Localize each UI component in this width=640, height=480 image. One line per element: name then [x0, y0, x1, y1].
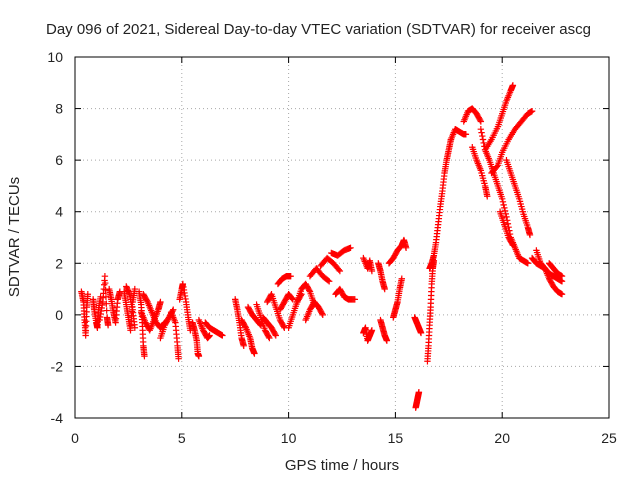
- data-point: [319, 311, 326, 319]
- data-point: [402, 244, 410, 252]
- y-axis-label: SDTVAR / TECUs: [6, 177, 23, 297]
- data-point: [206, 332, 213, 339]
- y-tick-label: 8: [55, 101, 63, 117]
- data-point: [104, 321, 112, 329]
- data-point: [351, 296, 359, 303]
- x-tick-label: 25: [601, 430, 617, 446]
- data-point: [501, 207, 509, 215]
- data-point: [368, 267, 376, 275]
- x-axis-label: GPS time / hours: [285, 457, 399, 474]
- chart-title: Day 096 of 2021, Sidereal Day-to-day VTE…: [46, 21, 591, 38]
- data-point: [288, 295, 296, 302]
- data-point: [477, 118, 485, 125]
- data-point: [324, 277, 332, 284]
- data-point: [347, 244, 354, 252]
- data-point: [287, 272, 294, 280]
- data-point: [415, 389, 423, 396]
- data-point: [325, 278, 333, 285]
- data-point: [241, 323, 249, 330]
- data-point: [84, 291, 92, 298]
- data-point: [477, 126, 485, 133]
- data-point: [478, 129, 485, 136]
- data-point: [102, 286, 109, 294]
- y-tick-label: 4: [55, 204, 63, 220]
- data-point: [504, 220, 512, 227]
- data-point: [131, 324, 139, 331]
- data-point: [508, 240, 516, 248]
- x-axis-ticks: 0 5 10 15 20 25: [71, 57, 617, 446]
- data-point: [493, 163, 501, 170]
- x-tick-label: 10: [281, 430, 297, 446]
- data-point: [528, 107, 536, 115]
- data-point: [524, 260, 532, 267]
- data-point: [271, 330, 279, 338]
- data-point: [318, 310, 326, 317]
- data-point: [558, 291, 566, 298]
- x-tick-label: 0: [71, 430, 79, 446]
- data-point: [479, 132, 486, 140]
- data-point: [368, 327, 376, 334]
- data-point: [417, 329, 425, 337]
- x-tick-label: 5: [178, 430, 186, 446]
- data-point: [503, 213, 510, 221]
- data-point: [141, 352, 148, 360]
- y-tick-label: 6: [55, 152, 63, 168]
- x-tick-label: 20: [494, 430, 510, 446]
- data-point: [398, 275, 406, 282]
- data-point: [509, 82, 517, 89]
- data-point: [219, 332, 226, 339]
- data-point: [383, 337, 391, 344]
- y-tick-label: 2: [55, 255, 63, 271]
- data-point: [102, 293, 110, 301]
- data-point: [381, 285, 388, 293]
- y-tick-label: -2: [51, 358, 64, 374]
- y-tick-label: 0: [55, 307, 63, 323]
- y-tick-label: 10: [47, 49, 63, 65]
- data-point: [335, 266, 342, 273]
- data-point: [143, 297, 151, 304]
- data-point: [101, 272, 109, 280]
- data-point: [195, 352, 203, 360]
- data-point: [157, 298, 164, 306]
- data-point: [480, 139, 487, 147]
- data-point: [175, 355, 182, 362]
- data-point: [462, 131, 470, 138]
- plot-frame: [74, 56, 610, 419]
- data-series-sdtvar: [78, 82, 566, 411]
- data-point: [251, 350, 258, 357]
- x-tick-label: 15: [388, 430, 404, 446]
- data-point: [265, 333, 272, 340]
- data-point: [499, 198, 507, 206]
- data-point: [102, 279, 109, 287]
- data-point: [280, 323, 287, 330]
- data-point: [526, 231, 534, 239]
- data-point: [484, 193, 491, 200]
- data-point: [336, 267, 344, 275]
- data-point: [272, 332, 279, 339]
- data-point: [103, 307, 110, 314]
- data-point: [558, 272, 566, 280]
- data-point: [131, 285, 139, 293]
- data-point: [240, 342, 247, 349]
- data-point: [103, 300, 110, 307]
- data-point: [500, 201, 507, 209]
- data-point: [479, 136, 487, 143]
- data-point: [266, 334, 273, 342]
- data-point: [501, 204, 508, 212]
- data-point: [306, 287, 313, 294]
- data-point: [509, 242, 517, 249]
- y-axis-ticks: -4 -2 0 2 4 6 8 10: [47, 49, 609, 426]
- data-point: [499, 195, 506, 203]
- y-tick-label: -4: [51, 410, 64, 426]
- data-point: [476, 116, 484, 124]
